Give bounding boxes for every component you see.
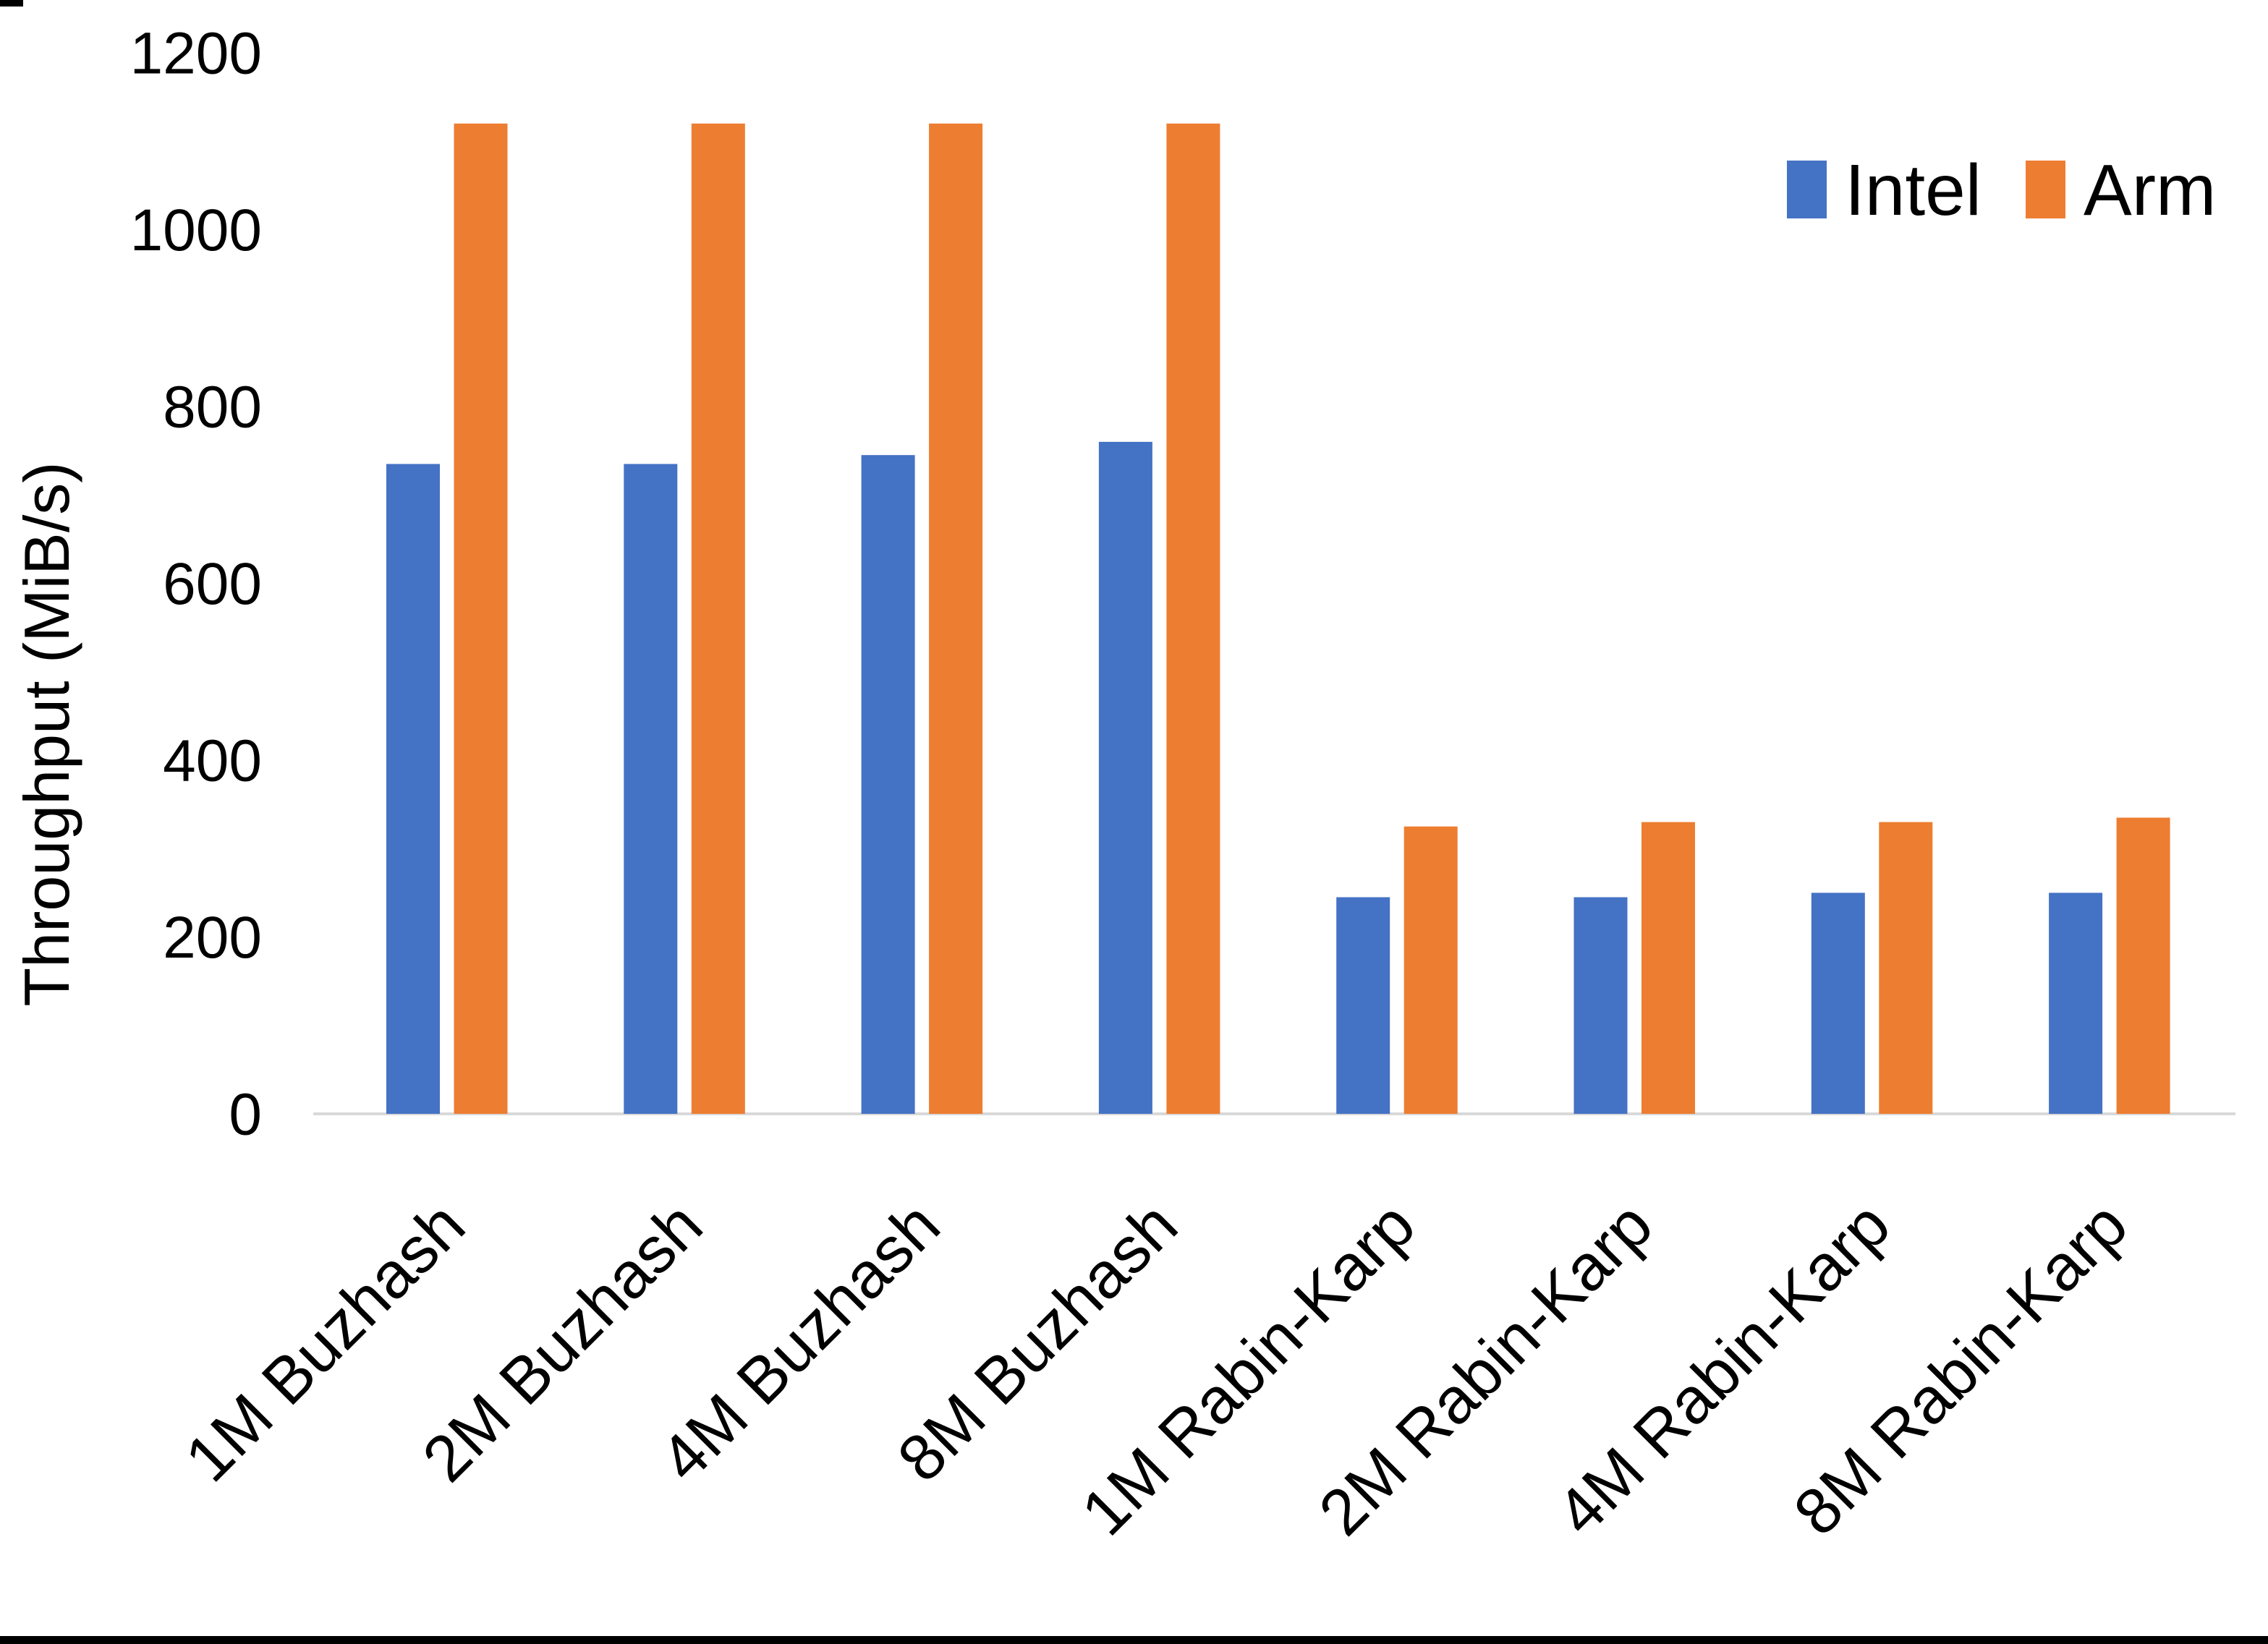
bottom-border <box>0 1636 2268 1644</box>
bar-arm-4m-buzhash <box>929 123 983 1114</box>
bar-arm-4m-rabin-karp <box>1879 822 1933 1114</box>
bar-arm-8m-buzhash <box>1166 123 1220 1114</box>
y-tick-label-1200: 1200 <box>130 21 262 87</box>
legend-label-intel: Intel <box>1845 150 1982 231</box>
legend-marker-arm <box>2026 161 2065 218</box>
y-axis-ticks: 0 200 400 600 800 1000 1200 <box>130 21 262 1148</box>
bar-intel-1m-rabin-karp <box>1336 897 1390 1114</box>
legend-marker-intel <box>1787 161 1827 218</box>
bar-arm-1m-buzhash <box>454 123 508 1114</box>
bar-arm-8m-rabin-karp <box>2116 817 2170 1114</box>
bar-intel-2m-rabin-karp <box>1573 897 1628 1114</box>
y-tick-label-800: 800 <box>163 375 262 440</box>
y-tick-label-0: 0 <box>229 1082 262 1148</box>
bars-group <box>386 123 2170 1114</box>
bar-intel-2m-buzhash <box>624 464 678 1114</box>
bar-arm-2m-buzhash <box>691 123 745 1114</box>
bar-arm-2m-rabin-karp <box>1641 822 1695 1114</box>
legend-label-arm: Arm <box>2084 150 2216 231</box>
corner-mark <box>0 0 23 7</box>
bar-intel-8m-rabin-karp <box>2049 893 2103 1114</box>
y-tick-label-200: 200 <box>163 905 262 971</box>
y-tick-label-600: 600 <box>163 551 262 617</box>
bar-intel-4m-buzhash <box>861 455 915 1114</box>
bar-intel-4m-rabin-karp <box>1811 893 1865 1114</box>
y-tick-label-400: 400 <box>163 728 262 794</box>
bar-intel-1m-buzhash <box>386 464 440 1114</box>
bar-arm-1m-rabin-karp <box>1403 826 1458 1114</box>
legend: Intel Arm <box>1787 150 2216 231</box>
y-axis-title: Throughput (MiB/s) <box>11 461 82 1006</box>
y-tick-label-1000: 1000 <box>130 197 262 263</box>
bar-intel-8m-buzhash <box>1098 441 1152 1114</box>
